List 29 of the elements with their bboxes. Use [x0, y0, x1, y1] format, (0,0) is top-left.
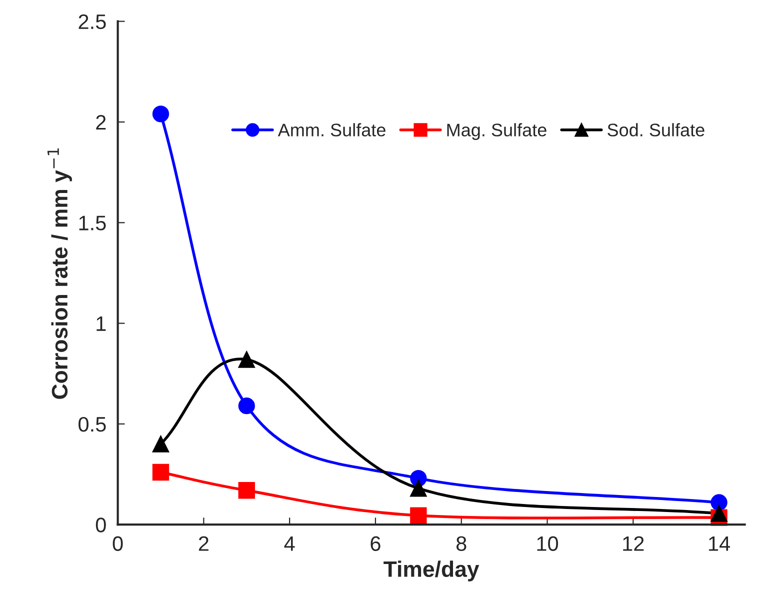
point	[152, 464, 170, 481]
x-tick-label: 10	[537, 536, 558, 552]
y-tick-label: 0	[96, 518, 106, 532]
legend-label: Sod. Sulfate	[608, 123, 704, 136]
legend-label: Mag. Sulfate	[447, 123, 546, 140]
x-tick-label: 2	[198, 536, 208, 551]
y-axis-title: Corrosion rate / mm y$^{−1}$	[48, 148, 72, 399]
point	[410, 507, 427, 524]
point	[410, 480, 427, 497]
point	[238, 351, 255, 368]
x-tick-label: 4	[284, 536, 295, 551]
point	[152, 436, 170, 452]
y-tick-label: 0.5	[78, 416, 106, 432]
x-tick-label: 8	[456, 536, 466, 552]
legend-label: Amm. Sulfate	[278, 123, 386, 136]
y-tick-label: 2.5	[78, 14, 106, 30]
point	[238, 398, 255, 414]
x-tick-label: 12	[623, 536, 644, 551]
x-tick-label: 14	[709, 536, 730, 551]
point	[152, 106, 170, 122]
x-tick-label: 0	[112, 536, 123, 552]
y-tick-label: 1.5	[79, 216, 106, 230]
x-axis-title: Time/day	[384, 560, 480, 582]
point	[238, 482, 255, 499]
point	[710, 505, 728, 522]
x-tick-label: 6	[370, 536, 380, 552]
point	[710, 494, 728, 511]
y-tick-label: 2	[96, 115, 106, 130]
y-tick-label: 1	[96, 316, 106, 331]
